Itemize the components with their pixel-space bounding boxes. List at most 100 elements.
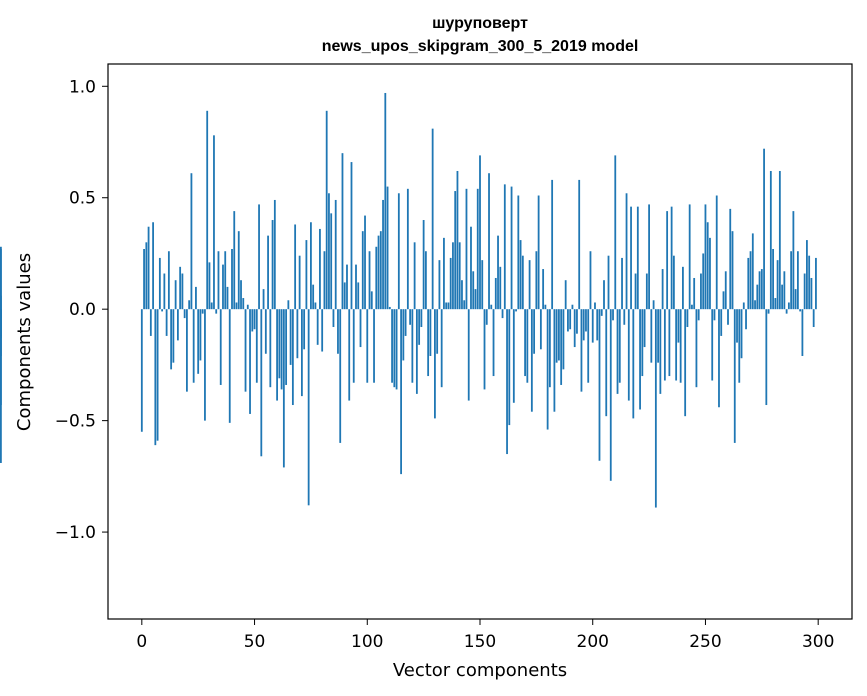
bar — [612, 309, 614, 321]
bar — [379, 231, 382, 310]
bar — [573, 309, 576, 348]
bar — [749, 251, 752, 310]
bar — [456, 170, 459, 310]
bar — [470, 226, 472, 310]
bar — [760, 269, 763, 310]
bar — [792, 211, 795, 310]
bar — [499, 266, 502, 310]
bar — [794, 289, 797, 310]
bar — [307, 309, 310, 506]
bar — [510, 186, 513, 310]
bar — [260, 309, 263, 457]
bar — [551, 179, 554, 310]
bar — [262, 289, 265, 310]
bar — [359, 309, 362, 348]
bar — [634, 273, 637, 310]
bar — [314, 302, 317, 310]
bar — [395, 309, 398, 390]
bar — [544, 304, 547, 310]
bar — [278, 309, 281, 379]
bar — [341, 153, 344, 310]
bar — [672, 255, 675, 310]
bar — [643, 309, 646, 348]
bar — [774, 298, 777, 310]
bar — [697, 309, 700, 321]
bar — [776, 260, 779, 310]
bar — [438, 260, 441, 310]
bar — [564, 280, 567, 310]
bar — [467, 309, 470, 401]
bar — [226, 286, 229, 310]
bar — [555, 309, 558, 363]
bar — [319, 228, 321, 310]
bar — [321, 309, 324, 352]
bar — [431, 128, 434, 310]
bar — [192, 309, 195, 383]
bar — [806, 240, 808, 310]
x-tick-label: 100 — [351, 632, 383, 652]
bar — [693, 277, 696, 310]
bar — [772, 249, 774, 310]
chart-title-line1: шуруповерт — [432, 15, 528, 32]
bar — [657, 309, 660, 363]
bar — [562, 309, 565, 370]
bar — [812, 309, 815, 328]
bar — [781, 284, 784, 310]
bar — [156, 309, 159, 441]
bar — [713, 309, 716, 321]
bar — [242, 298, 245, 310]
x-tick-label: 50 — [244, 632, 266, 652]
bar — [668, 309, 671, 377]
bar — [691, 304, 693, 310]
bar — [409, 309, 412, 325]
bar — [269, 309, 272, 388]
bar — [580, 309, 583, 392]
bar — [727, 309, 729, 325]
bar — [724, 271, 727, 310]
x-axis-label: Vector components — [393, 660, 567, 681]
bar — [0, 309, 2, 463]
bar — [670, 206, 673, 310]
bar — [539, 309, 542, 350]
bar — [233, 211, 236, 310]
bar-series — [0, 92, 817, 508]
bar — [373, 309, 375, 383]
bar — [276, 309, 278, 401]
bar — [596, 309, 599, 341]
bar — [783, 271, 786, 310]
bar — [815, 257, 817, 310]
bar — [465, 188, 468, 310]
bar — [190, 173, 193, 310]
bar — [571, 304, 574, 310]
bar — [609, 309, 612, 481]
bar — [343, 282, 346, 310]
bar — [240, 280, 242, 310]
bar — [558, 309, 560, 361]
bar — [778, 170, 781, 310]
bar — [165, 309, 168, 336]
bar — [352, 309, 355, 383]
bar — [483, 309, 486, 390]
bar — [273, 199, 276, 310]
bar — [736, 309, 738, 343]
bar — [201, 309, 204, 314]
bar — [796, 251, 799, 310]
bar — [287, 300, 290, 310]
bar — [145, 242, 148, 310]
bar — [219, 309, 222, 385]
bar — [334, 199, 337, 310]
bar — [149, 309, 152, 336]
bar — [0, 309, 2, 336]
bar — [386, 186, 389, 310]
bar — [627, 309, 630, 401]
bar — [654, 309, 657, 508]
bar — [388, 306, 391, 310]
bar — [339, 309, 342, 443]
bar — [756, 284, 759, 310]
bar — [368, 251, 371, 310]
bar — [515, 309, 517, 312]
bar — [492, 309, 495, 377]
bar — [337, 309, 339, 354]
bar — [632, 309, 635, 419]
bar — [645, 273, 648, 310]
